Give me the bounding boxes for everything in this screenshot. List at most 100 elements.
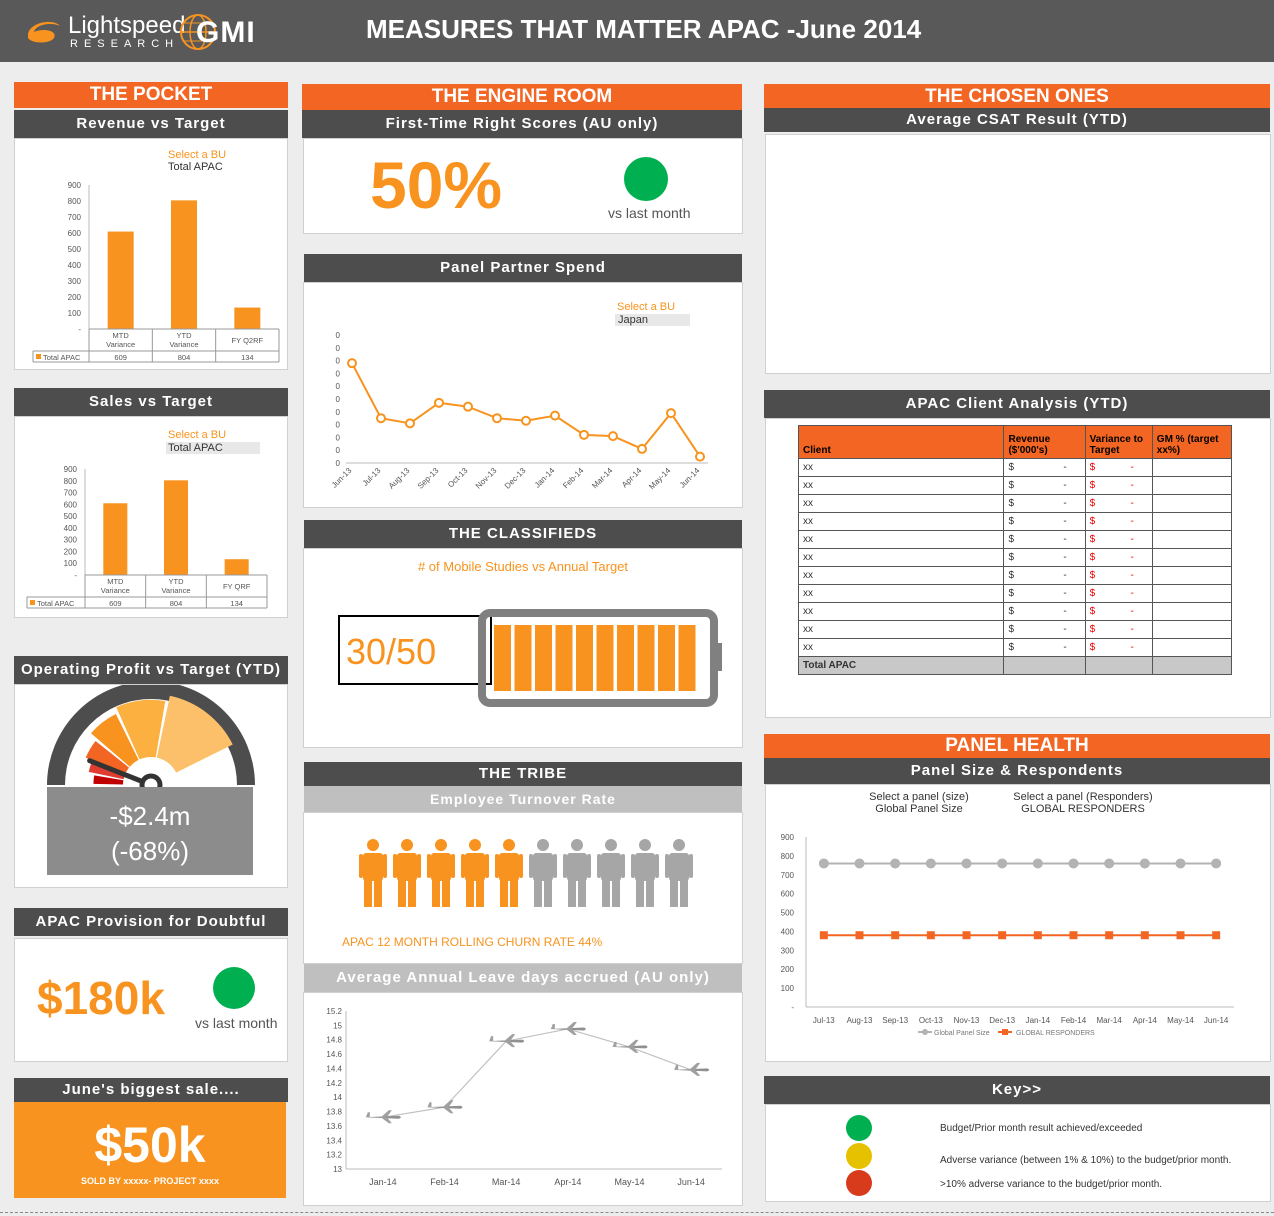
variance-value: - xyxy=(1130,552,1134,563)
y-tick-label: 100 xyxy=(64,559,78,568)
revenue-panel: Select a BU Total APAC 900 800 700 600 500 40… xyxy=(14,138,288,370)
biggest-sale-sub: SOLD BY xxxxx- PROJECT xxxx xyxy=(81,1176,219,1186)
spend-point xyxy=(492,413,502,424)
currency-symbol: $ xyxy=(1008,480,1015,491)
person-body xyxy=(567,853,587,881)
panel-select1-label: Select a panel (size) xyxy=(869,791,969,803)
person-leg xyxy=(646,879,654,907)
client-table: Client Revenue ($'000's) Variance to Tar… xyxy=(797,425,1233,675)
spend-point xyxy=(579,429,589,440)
legend-label: Total APAC xyxy=(43,353,81,362)
profit-percent: (-68%) xyxy=(110,836,189,866)
client-name-cell: xx xyxy=(797,512,1005,531)
y-tick-label: - xyxy=(791,1003,794,1012)
currency-symbol: $ xyxy=(1089,534,1096,545)
revenue-cell: $ - xyxy=(1003,566,1086,585)
spend-point xyxy=(405,418,415,429)
revenue-select-label: Select a BU xyxy=(168,149,227,161)
airplane-icon xyxy=(611,1039,648,1053)
series-point xyxy=(1104,858,1115,869)
revenue-cell: $ - xyxy=(1003,530,1086,549)
spend-point xyxy=(637,443,647,454)
panel-select1-value[interactable]: Global Panel Size xyxy=(875,803,963,815)
currency-symbol: $ xyxy=(1089,588,1096,599)
person-head xyxy=(367,839,379,851)
x-tick-label: Nov-13 xyxy=(474,466,499,491)
battery-cell xyxy=(494,625,511,691)
gauge-segment xyxy=(156,695,233,773)
y-tick-label: 13.6 xyxy=(326,1122,342,1131)
legend-swatch xyxy=(30,600,35,605)
y-tick-label: 0 xyxy=(336,382,341,391)
revenue-value: - xyxy=(1063,570,1067,581)
person-head xyxy=(401,839,413,851)
currency-symbol: $ xyxy=(1008,588,1015,599)
person-leg xyxy=(510,879,518,907)
table-row: xx $ - $ - xyxy=(797,548,1233,567)
spend-point xyxy=(666,408,676,419)
battery-cell xyxy=(555,625,573,691)
profit-value: -$2.4m xyxy=(109,801,191,831)
gauge-segment xyxy=(93,775,124,785)
table-row: xx $ - $ - xyxy=(797,620,1233,639)
x-tick-label: Jun-14 xyxy=(677,1177,705,1187)
gauge-segment xyxy=(88,762,125,780)
col-revenue: Revenue ($'000's) xyxy=(1003,425,1086,459)
currency-symbol: $ xyxy=(1008,534,1015,545)
bar xyxy=(224,559,249,575)
x-tick-label: Apr-14 xyxy=(554,1177,581,1187)
gm-cell xyxy=(1151,620,1233,639)
currency-symbol: $ xyxy=(1089,516,1096,527)
y-tick-label: 100 xyxy=(68,309,82,318)
airplane-wing xyxy=(565,1021,577,1029)
x-tick-label: Variance xyxy=(101,586,130,595)
panel-select2-value[interactable]: GLOBAL RESPONDERS xyxy=(1021,803,1145,815)
sales-select-value[interactable]: Total APAC xyxy=(166,442,260,454)
revenue-value: - xyxy=(1063,606,1067,617)
currency-symbol: $ xyxy=(1089,462,1096,473)
revenue-cell: $ - xyxy=(1003,602,1086,621)
revenue-value: - xyxy=(1063,624,1067,635)
spend-select-value[interactable]: Japan xyxy=(615,314,690,326)
classifieds-value-box xyxy=(338,615,492,685)
x-tick-label: Mar-14 xyxy=(1096,1016,1122,1025)
variance-cell: $ - xyxy=(1084,458,1153,477)
person-arm xyxy=(621,854,625,878)
battery-cell xyxy=(678,625,696,691)
person-arm xyxy=(689,854,693,878)
person-leg xyxy=(602,879,610,907)
variance-cell: $ - xyxy=(1084,584,1153,603)
series-point xyxy=(962,931,971,940)
spend-title: Panel Partner Spend xyxy=(304,254,742,282)
y-tick-label: 500 xyxy=(781,909,795,918)
y-tick-label: 0 xyxy=(336,357,341,366)
variance-cell: $ - xyxy=(1084,566,1153,585)
series-point xyxy=(1068,858,1079,869)
data-label: 134 xyxy=(230,599,243,608)
biggest-sale-title: June's biggest sale.... xyxy=(14,1078,288,1102)
variance-cell: $ - xyxy=(1084,602,1153,621)
gm-cell xyxy=(1151,566,1233,585)
revenue-value: - xyxy=(1063,534,1067,545)
revenue-select-value[interactable]: Total APAC xyxy=(168,161,223,173)
gm-cell xyxy=(1151,548,1233,567)
airplane-tail xyxy=(550,1023,555,1029)
x-tick-label: Mar-14 xyxy=(590,466,615,491)
y-tick-label: 700 xyxy=(781,871,795,880)
battery-cell xyxy=(658,625,675,691)
y-tick-label: 600 xyxy=(781,890,795,899)
gauge-frame xyxy=(47,685,255,785)
person-leg xyxy=(670,879,678,907)
series-point xyxy=(925,858,936,869)
lightspeed-logo-icon xyxy=(28,21,60,43)
section-engine-title: THE ENGINE ROOM xyxy=(302,84,742,110)
ftr-status-label: vs last month xyxy=(608,205,691,221)
x-tick-label: Feb-14 xyxy=(430,1177,459,1187)
x-tick-label: Sep-13 xyxy=(882,1016,908,1025)
x-tick-label: Jul-13 xyxy=(361,466,383,488)
x-tick-label: Dec-13 xyxy=(989,1016,1015,1025)
person-leg xyxy=(636,879,644,907)
person-leg xyxy=(398,879,406,907)
y-tick-label: 0 xyxy=(336,421,341,430)
